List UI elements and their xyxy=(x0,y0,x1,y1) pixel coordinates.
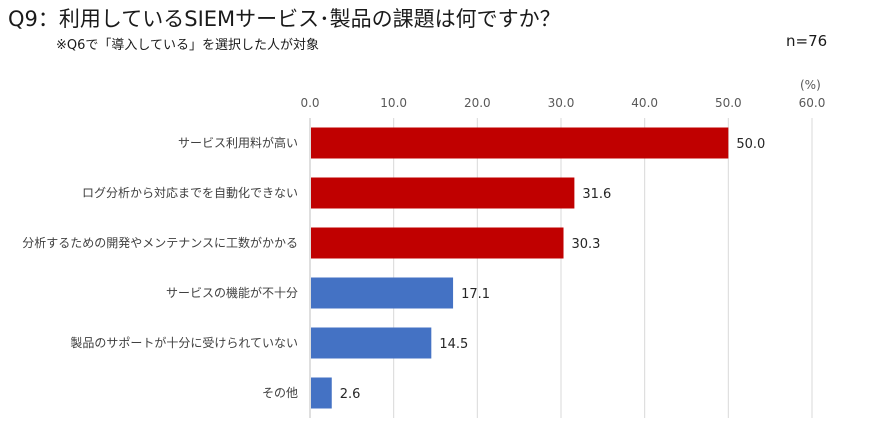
data-label: 17.1 xyxy=(461,287,490,302)
data-label: 50.0 xyxy=(736,137,765,152)
x-tick-label: 30.0 xyxy=(548,96,575,110)
chart-title: Q9：利用しているSIEMサービス･製品の課題は何ですか？ xyxy=(8,7,561,31)
sample-size: n=76 xyxy=(786,32,828,50)
bar xyxy=(311,277,454,309)
chart-subtitle: ※Q6で「導入している」を選択した人が対象 xyxy=(56,38,320,53)
x-tick-label: 0.0 xyxy=(300,96,319,110)
data-label: 30.3 xyxy=(572,237,601,252)
bar xyxy=(311,377,332,409)
data-label: 14.5 xyxy=(439,337,468,352)
category-label: ログ分析から対応までを自動化できない xyxy=(82,186,298,200)
unit-label: (%) xyxy=(800,78,821,92)
category-label: サービス利用料が高い xyxy=(178,135,298,150)
category-label: その他 xyxy=(262,386,298,400)
data-label: 31.6 xyxy=(582,187,611,202)
category-label: 製品のサポートが十分に受けられていない xyxy=(70,335,298,350)
x-tick-label: 60.0 xyxy=(799,96,826,110)
bar xyxy=(311,127,729,159)
bar xyxy=(311,177,575,209)
x-tick-label: 20.0 xyxy=(464,96,491,110)
x-tick-label: 40.0 xyxy=(631,96,658,110)
category-label: サービスの機能が不十分 xyxy=(166,285,298,300)
x-tick-label: 10.0 xyxy=(380,96,407,110)
data-label: 2.6 xyxy=(340,387,361,402)
bar xyxy=(311,227,564,259)
category-label: 分析するための開発やメンテナンスに工数がかかる xyxy=(22,235,298,250)
x-tick-label: 50.0 xyxy=(715,96,742,110)
bar xyxy=(311,327,432,359)
